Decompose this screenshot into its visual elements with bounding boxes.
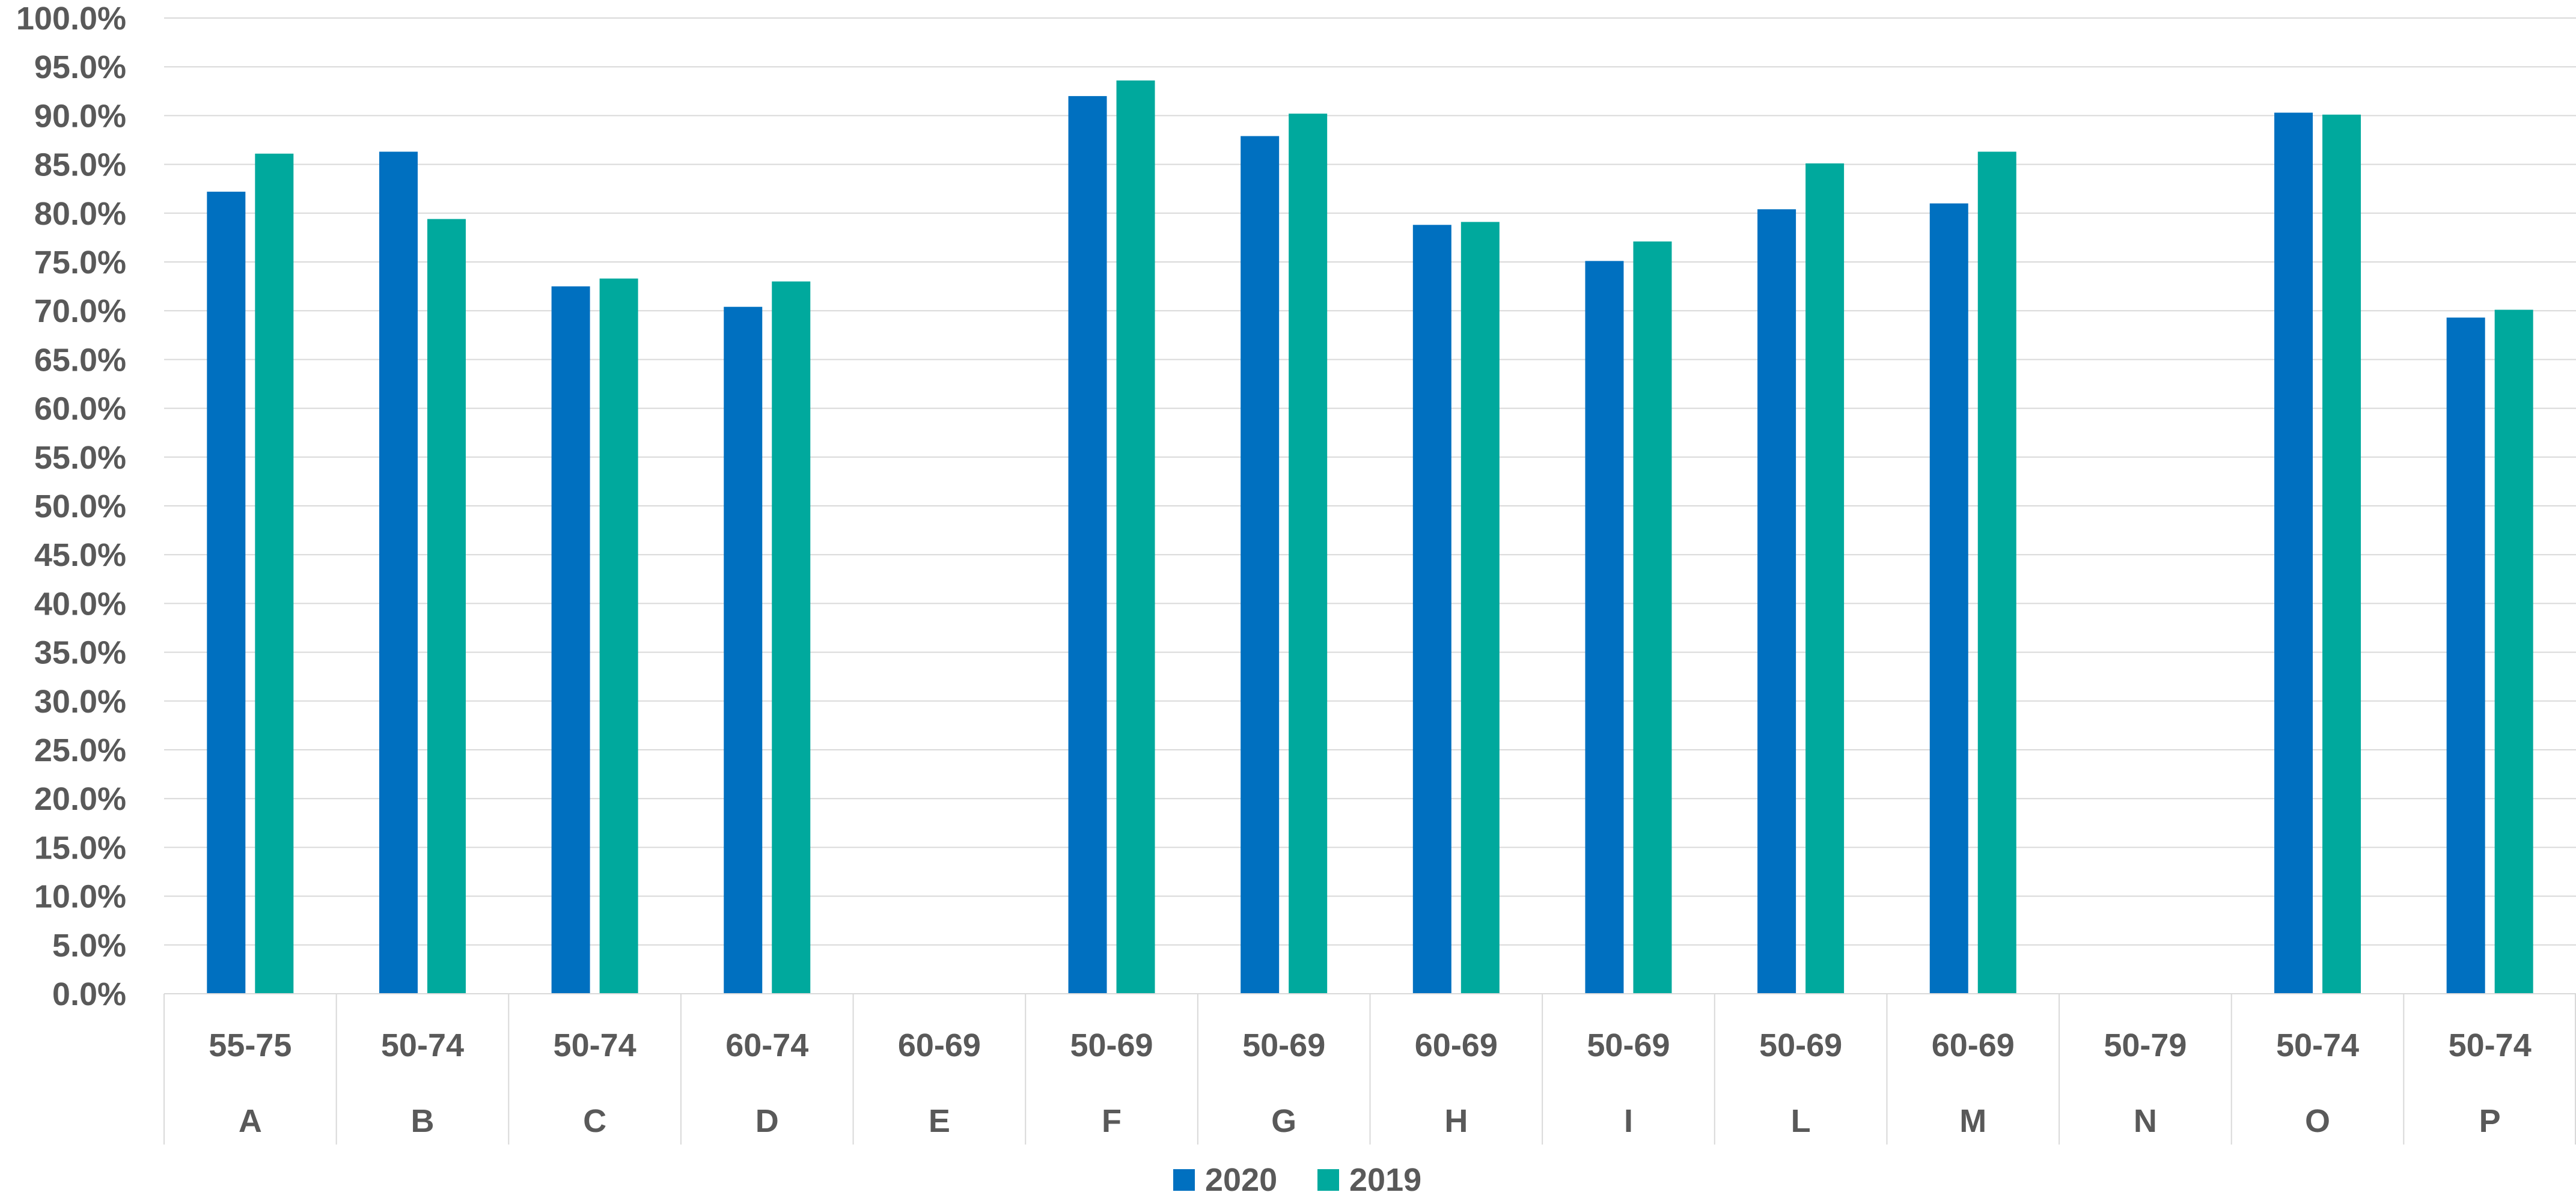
y-tick-label: 60.0%	[34, 391, 126, 427]
x-category-label: M	[1959, 1103, 1986, 1139]
x-category-label: F	[1102, 1103, 1122, 1139]
y-tick-label: 75.0%	[34, 245, 126, 281]
legend-label-2019: 2019	[1349, 1162, 1421, 1198]
y-tick-label: 40.0%	[34, 586, 126, 622]
y-tick-label: 45.0%	[34, 537, 126, 573]
y-tick-label: 25.0%	[34, 732, 126, 768]
bar-2019-G	[1289, 114, 1328, 994]
bar-2020-D	[724, 306, 763, 994]
x-age-range-label: 50-69	[1242, 1027, 1325, 1063]
y-tick-label: 80.0%	[34, 196, 126, 232]
x-category-label: I	[1624, 1103, 1633, 1139]
bar-2019-A	[255, 153, 294, 994]
x-age-range-label: 50-74	[554, 1027, 636, 1063]
x-category-label: H	[1444, 1103, 1468, 1139]
x-category-label: L	[1791, 1103, 1811, 1139]
legend-label-2020: 2020	[1205, 1162, 1277, 1198]
legend-swatch-2020	[1173, 1169, 1195, 1191]
bar-2020-P	[2446, 317, 2485, 994]
x-category-label: D	[755, 1103, 779, 1139]
legend-swatch-2019	[1317, 1169, 1339, 1191]
y-tick-label: 20.0%	[34, 781, 126, 817]
bar-2019-C	[599, 278, 638, 994]
x-category-label: E	[929, 1103, 950, 1139]
y-tick-label: 35.0%	[34, 635, 126, 671]
bar-2020-H	[1412, 225, 1451, 994]
bar-2019-O	[2322, 114, 2361, 994]
bar-2020-B	[379, 151, 418, 994]
bar-2020-L	[1757, 209, 1796, 994]
y-tick-label: 30.0%	[34, 684, 126, 720]
y-tick-label: 10.0%	[34, 879, 126, 915]
legend: 2020 2019	[1173, 1162, 1421, 1198]
x-category-label: A	[239, 1103, 262, 1139]
x-age-range-label: 50-69	[1587, 1027, 1670, 1063]
bar-2020-A	[207, 192, 246, 994]
bar-2020-M	[1929, 203, 1968, 994]
y-tick-label: 0.0%	[52, 976, 126, 1012]
y-axis-tick-labels: 0.0% 5.0% 10.0% 15.0% 20.0% 25.0% 30.0% 35.0% 40…	[16, 1, 126, 1012]
y-tick-label: 50.0%	[34, 488, 126, 525]
x-age-range-label: 55-75	[209, 1027, 291, 1063]
bar-2019-H	[1460, 222, 1500, 994]
bar-2019-B	[427, 219, 466, 994]
bar-2020-F	[1068, 96, 1107, 994]
bars	[207, 80, 2533, 994]
x-category-label: G	[1271, 1103, 1296, 1139]
x-category-label: C	[583, 1103, 606, 1139]
y-tick-label: 90.0%	[34, 98, 126, 134]
bar-2020-O	[2274, 112, 2313, 994]
x-category-label: P	[2479, 1103, 2501, 1139]
bar-2019-I	[1633, 241, 1672, 994]
bar-2019-M	[1977, 151, 2016, 994]
x-age-range-label: 50-74	[2449, 1027, 2532, 1063]
bar-2019-P	[2494, 309, 2533, 994]
bar-2020-G	[1241, 136, 1280, 994]
bar-2020-I	[1585, 261, 1624, 994]
bar-2020-C	[551, 286, 590, 994]
y-tick-label: 15.0%	[34, 830, 126, 866]
x-age-range-label: 60-69	[1932, 1027, 2015, 1063]
y-tick-label: 55.0%	[34, 440, 126, 476]
x-age-range-label: 50-74	[2276, 1027, 2359, 1063]
x-category-label: B	[411, 1103, 434, 1139]
bar-2019-L	[1805, 163, 1845, 994]
x-age-range-label: 50-69	[1759, 1027, 1842, 1063]
x-age-range-label: 60-69	[1415, 1027, 1498, 1063]
y-tick-label: 95.0%	[34, 49, 126, 85]
x-age-range-label: 50-69	[1070, 1027, 1153, 1063]
x-axis: 55-75 A 50-74 B 50-74 C 60-74 D 60-69 E 50-69 F 50-6…	[163, 993, 2576, 1145]
x-age-range-label: 50-79	[2104, 1027, 2187, 1063]
x-age-range-label: 60-69	[898, 1027, 981, 1063]
y-tick-label: 85.0%	[34, 147, 126, 183]
bar-2019-D	[772, 281, 811, 994]
x-category-label: O	[2305, 1103, 2330, 1139]
x-age-range-label: 50-74	[381, 1027, 464, 1063]
x-age-range-label: 60-74	[725, 1027, 808, 1063]
y-tick-label: 70.0%	[34, 293, 126, 329]
y-tick-label: 65.0%	[34, 342, 126, 378]
y-tick-label: 100.0%	[16, 1, 126, 37]
y-tick-label: 5.0%	[52, 928, 126, 964]
x-category-label: N	[2134, 1103, 2157, 1139]
gridlines	[164, 17, 2576, 994]
bar-2019-F	[1116, 80, 1155, 994]
